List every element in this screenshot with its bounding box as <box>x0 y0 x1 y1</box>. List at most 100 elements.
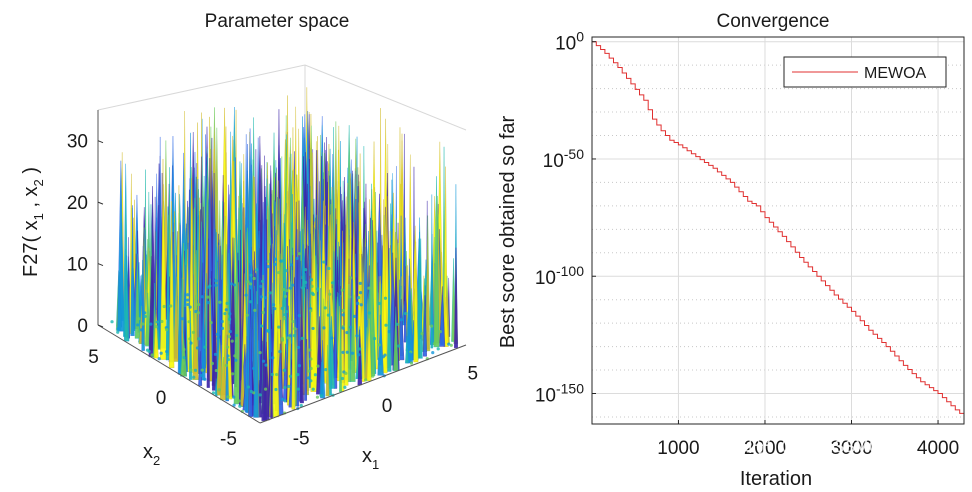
surface-spike <box>344 196 349 386</box>
surface-floor-patch <box>299 403 303 408</box>
surface-spike <box>165 265 170 361</box>
surface-floor-patch <box>214 279 218 283</box>
score-tick-label: 10-50 <box>543 146 585 172</box>
x1-tick-label: 5 <box>468 364 479 385</box>
surface-plot: Parameter space 0 10 20 30 F27( x1 , x2 ) -… <box>20 11 478 472</box>
iteration-axis-label: Iteration <box>740 468 812 490</box>
surface-floor-patch <box>226 358 230 362</box>
surface-floor-patch <box>194 309 198 314</box>
surface-floor-patch <box>165 349 169 354</box>
surface-floor-patch <box>136 323 140 327</box>
surface-floor-patch <box>326 313 330 317</box>
surface-spike <box>361 272 365 382</box>
iteration-tick-label: 2000 <box>744 438 786 459</box>
surface-floor-patch <box>165 327 169 332</box>
score-axis-ticks: 100 10-50 10-100 10-150 <box>535 29 596 407</box>
convergence-plot: Convergence 1000 2000 3000 4000 100 10-50 10-… <box>497 11 965 490</box>
surface-spike <box>248 289 253 417</box>
surface-floor-patch <box>259 295 264 299</box>
surface-floor-patch <box>271 356 275 360</box>
surface-floor-patch <box>343 385 347 389</box>
surface-floor-patch <box>289 263 293 267</box>
surface-floor-patch <box>139 328 144 332</box>
surface-floor-patch <box>225 345 230 349</box>
surface-floor-patch <box>245 313 249 317</box>
surface-floor-patch <box>264 387 268 391</box>
surface-floor-patch <box>311 292 315 297</box>
surface-floor-patch <box>162 304 166 309</box>
surface-floor-patch <box>309 278 314 282</box>
surface-floor-patch <box>438 330 442 334</box>
surface-spike <box>160 184 167 360</box>
surface-floor-patch <box>191 330 196 334</box>
surface-floor-patch <box>288 374 293 378</box>
surface-floor-patch <box>341 350 345 354</box>
surface-floor-patch <box>206 301 210 305</box>
surface-floor-patch <box>258 393 262 397</box>
surface-floor-patch <box>223 311 227 316</box>
surface-floor-patch <box>116 330 120 334</box>
surface-floor-patch <box>255 267 259 272</box>
surface-spike <box>430 194 434 349</box>
surface-floor-patch <box>268 291 272 295</box>
surface-floor-patch <box>436 347 440 351</box>
surface-floor-patch <box>189 341 193 345</box>
surface-spike <box>198 351 203 386</box>
base-edge-front-right <box>259 344 467 424</box>
legend: MEWOA <box>783 56 947 88</box>
z-tick-mark <box>97 324 104 328</box>
z-tick-mark <box>97 263 104 267</box>
surface-spikes <box>110 87 459 422</box>
surface-floor-patch <box>307 369 311 373</box>
surface-spike <box>296 328 300 407</box>
surface-floor-patch <box>355 334 359 338</box>
surface-floor-patch <box>345 330 349 335</box>
surface-floor-patch <box>330 281 335 285</box>
surface-floor-patch <box>387 329 391 334</box>
surface-spike <box>403 266 407 343</box>
x1-tick-label: -5 <box>293 429 310 450</box>
surface-floor-patch <box>364 378 368 382</box>
surface-floor-patch <box>316 287 320 291</box>
surface-floor-patch <box>228 317 232 321</box>
iteration-tick-label: 3000 <box>830 438 872 459</box>
surface-spike <box>189 310 193 380</box>
surface-spike <box>304 287 307 401</box>
surface-floor-patch <box>281 287 285 292</box>
z-tick-mark <box>97 140 104 144</box>
surface-floor-patch <box>311 387 315 391</box>
surface-floor-patch <box>232 283 236 287</box>
series-layer <box>592 41 965 417</box>
surface-floor-patch <box>266 265 270 269</box>
surface-floor-patch <box>288 286 292 290</box>
surface-floor-patch <box>327 266 331 271</box>
surface-floor-patch <box>357 296 361 300</box>
surface-spike <box>382 233 388 374</box>
surface-floor-patch <box>381 355 385 359</box>
surface-floor-patch <box>316 364 320 368</box>
surface-floor-patch <box>357 353 361 357</box>
surface-floor-patch <box>200 373 204 378</box>
surface-floor-patch <box>348 325 353 329</box>
surface-floor-patch <box>159 351 163 355</box>
surface-floor-patch <box>372 337 377 341</box>
surface-spike <box>192 294 199 380</box>
surface-floor-patch <box>291 319 295 324</box>
score-tick-label: 10-100 <box>535 263 584 289</box>
surface-floor-patch <box>271 303 276 307</box>
surface-floor-patch <box>300 336 304 340</box>
surface-floor-patch <box>341 308 345 313</box>
surface-floor-patch <box>226 354 230 358</box>
surface-spike <box>386 248 392 372</box>
surface-floor-patch <box>208 284 212 288</box>
surface-floor-patch <box>234 339 239 343</box>
surface-floor-patch <box>258 351 262 355</box>
surface-floor-patch <box>227 335 232 339</box>
surface-spike <box>173 276 180 362</box>
surface-spike <box>233 234 240 405</box>
surface-floor-patch <box>284 310 288 314</box>
surface-floor-patch <box>273 262 277 266</box>
surface-floor-patch <box>352 314 357 319</box>
z-tick-label: 10 <box>67 255 88 276</box>
surface-floor-patch <box>273 307 277 311</box>
